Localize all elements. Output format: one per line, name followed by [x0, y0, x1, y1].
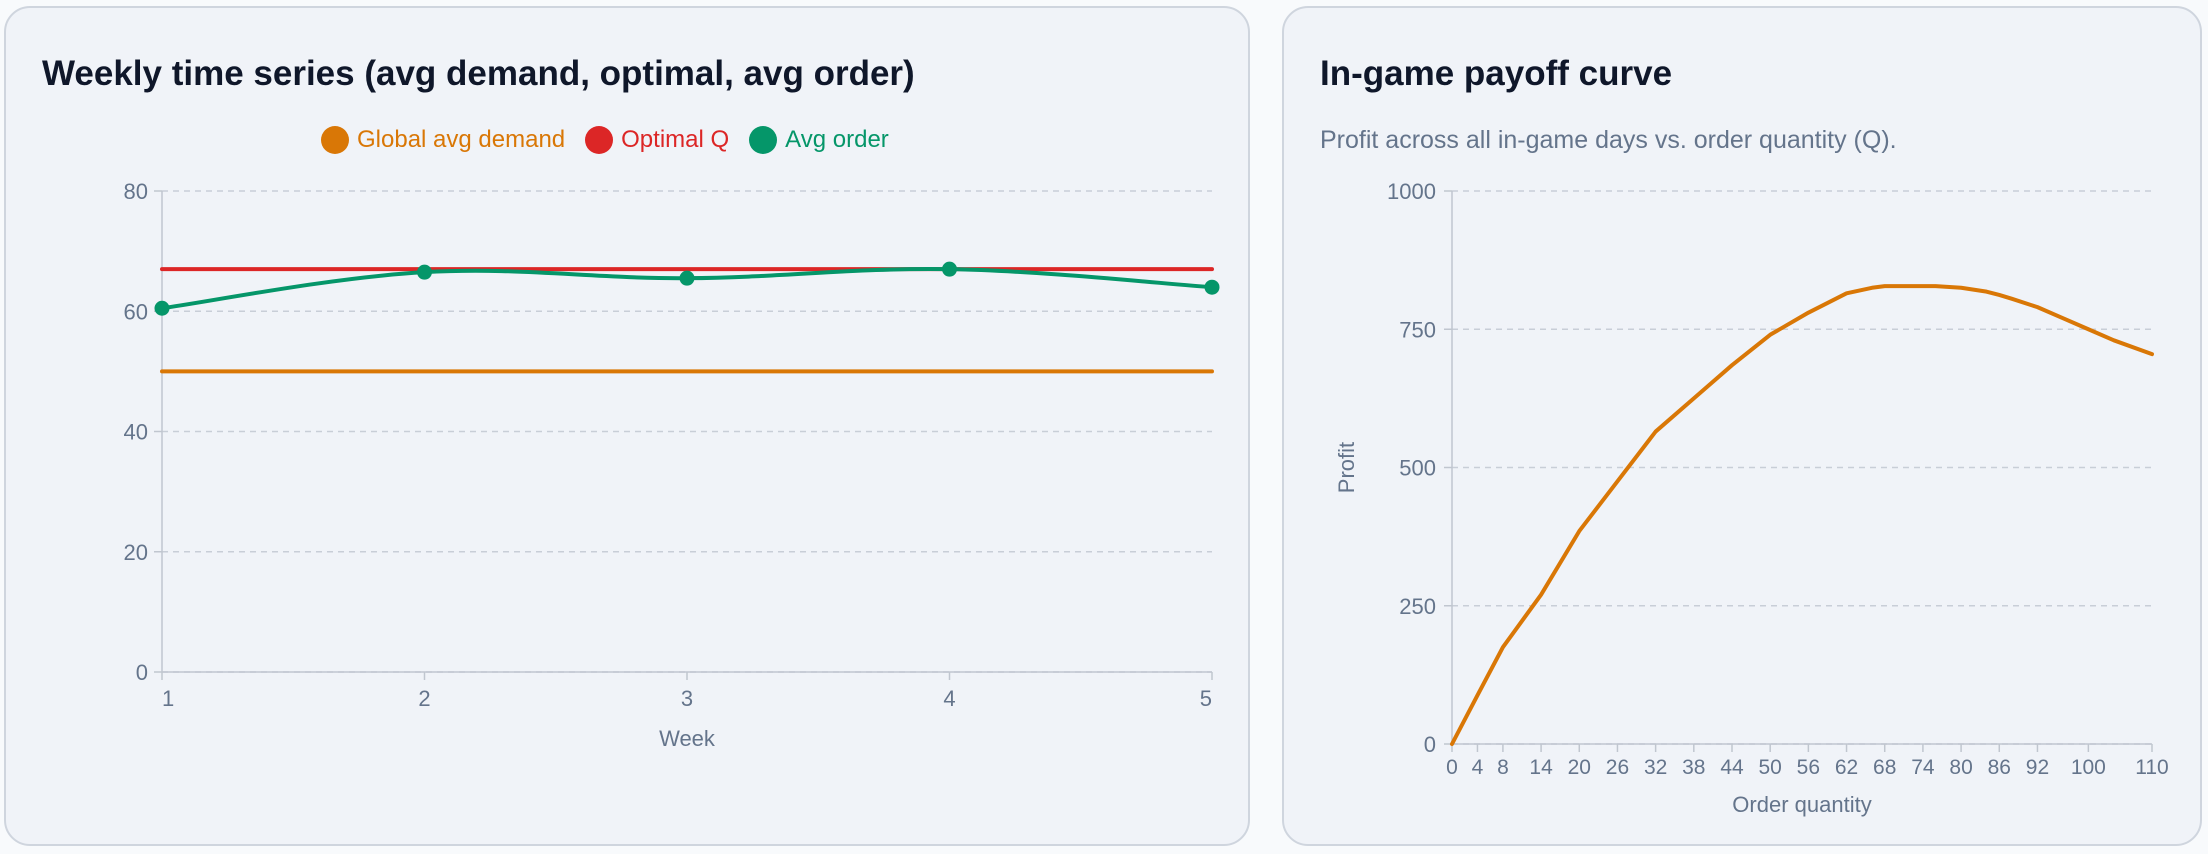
payoff-chart-subtitle: Profit across all in-game days vs. order… — [1320, 126, 1897, 154]
data-point — [942, 261, 957, 277]
legend-item-order[interactable]: Avg order — [749, 126, 889, 154]
y-tick-label: 0 — [1424, 732, 1436, 757]
weekly-chart-card: Weekly time series (avg demand, optimal,… — [4, 6, 1250, 846]
x-tick-label: 68 — [1873, 756, 1896, 779]
data-point — [417, 264, 432, 280]
x-tick-label: 4 — [1472, 756, 1484, 779]
x-tick-label: 4 — [943, 686, 955, 711]
payoff-chart-card: In-game payoff curve Profit across all i… — [1282, 6, 2202, 846]
x-axis-title: Week — [659, 726, 716, 751]
y-tick-label: 1000 — [1387, 179, 1436, 204]
y-axis-title: Profit — [1334, 442, 1359, 493]
weekly-chart-title: Weekly time series (avg demand, optimal,… — [42, 54, 915, 93]
profit-curve-line — [1450, 284, 2154, 746]
x-tick-label: 44 — [1720, 756, 1744, 779]
x-tick-label: 20 — [1568, 756, 1591, 779]
x-tick-label: 50 — [1759, 756, 1782, 779]
legend-label-optimal: Optimal Q — [621, 126, 730, 153]
y-tick-label: 0 — [136, 660, 148, 685]
legend-item-optimal[interactable]: Optimal Q — [585, 126, 729, 154]
x-axis-title: Order quantity — [1732, 792, 1871, 817]
data-point — [1204, 279, 1220, 295]
x-tick-label: 80 — [1949, 756, 1972, 779]
data-point — [679, 270, 695, 286]
x-tick-label: 38 — [1682, 756, 1705, 779]
legend-label-order: Avg order — [785, 126, 889, 153]
legend-swatch-optimal — [585, 126, 614, 154]
x-tick-label: 62 — [1835, 756, 1858, 779]
legend-swatch-order — [749, 126, 778, 154]
x-tick-label: 56 — [1797, 756, 1820, 779]
x-tick-label: 86 — [1988, 756, 2011, 779]
payoff-chart-title: In-game payoff curve — [1320, 54, 1673, 93]
x-tick-label: 74 — [1911, 756, 1935, 779]
y-tick-label: 750 — [1399, 317, 1436, 342]
y-tick-label: 500 — [1399, 456, 1436, 481]
y-tick-label: 250 — [1399, 594, 1436, 619]
y-tick-label: 80 — [124, 179, 148, 204]
x-tick-label: 1 — [162, 686, 174, 711]
legend-item-demand[interactable]: Global avg demand — [321, 126, 565, 154]
x-tick-label: 8 — [1497, 756, 1509, 779]
y-tick-label: 60 — [124, 299, 148, 324]
x-tick-label: 14 — [1529, 756, 1553, 779]
x-tick-label: 92 — [2026, 756, 2049, 779]
legend-swatch-demand — [321, 126, 349, 154]
x-tick-label: 32 — [1644, 756, 1667, 779]
y-tick-label: 20 — [124, 540, 148, 565]
weekly-chart-plot: 0 20 40 60 80 1 2 3 4 5 Week — [124, 179, 1220, 751]
x-tick-label: 5 — [1200, 686, 1212, 711]
x-tick-label: 2 — [418, 686, 430, 711]
y-tick-label: 40 — [124, 420, 148, 445]
x-tick-label: 0 — [1446, 756, 1458, 779]
data-point — [154, 300, 170, 316]
legend-label-demand: Global avg demand — [357, 126, 566, 153]
x-tick-label: 3 — [681, 686, 693, 711]
x-tick-label: 26 — [1606, 756, 1629, 779]
weekly-chart-legend: Global avg demand Optimal Q Avg order — [321, 126, 889, 154]
x-tick-label: 100 — [2071, 756, 2106, 779]
x-tick-label: 110 — [2135, 756, 2168, 779]
